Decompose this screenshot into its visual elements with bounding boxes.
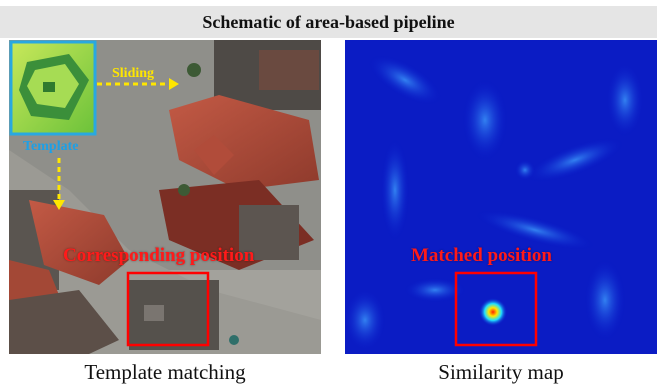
church-roof (169, 95, 319, 190)
church-tower (194, 135, 234, 175)
figure-title: Schematic of area-based pipeline (202, 11, 455, 32)
building-block (259, 50, 319, 90)
header-bar: Schematic of area-based pipeline (0, 6, 657, 38)
similarity-heatmap (345, 40, 657, 354)
sliding-label: Sliding (112, 66, 155, 81)
similarity-peak (479, 298, 507, 326)
template-matching-caption: Template matching (84, 360, 246, 384)
building-block (129, 280, 219, 350)
similarity-map-caption: Similarity map (438, 360, 564, 384)
aerial-image (9, 40, 321, 354)
building-block (9, 290, 119, 354)
template-label: Template (23, 139, 79, 154)
roof-block (29, 200, 129, 285)
matched-box (454, 271, 538, 347)
matched-position-label: Matched position (411, 245, 552, 266)
corresponding-box (126, 271, 210, 347)
corresponding-position-label: Corresponding position (63, 245, 255, 266)
template-matching-panel: Sliding Template Corresponding position (9, 40, 321, 354)
building-block (239, 205, 299, 260)
similarity-map-panel: Matched position (345, 40, 657, 354)
